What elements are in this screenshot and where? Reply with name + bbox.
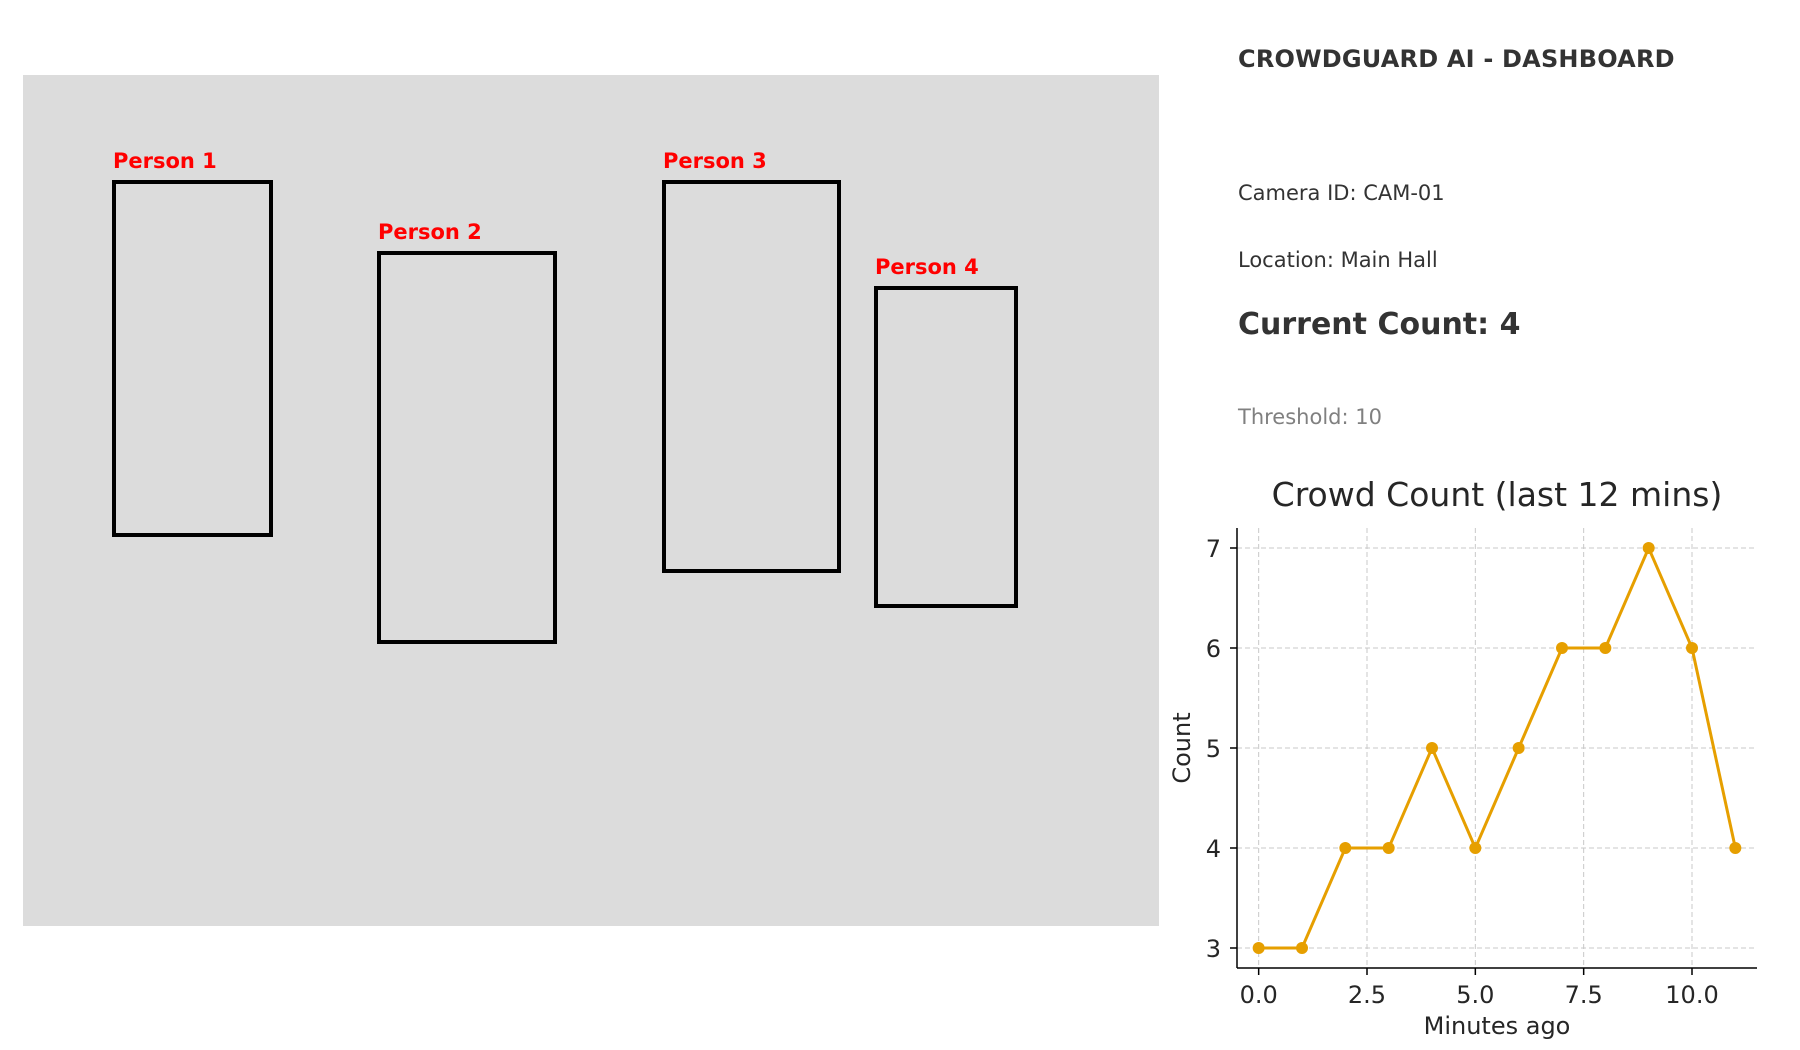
data-point [1339, 842, 1352, 854]
x-tick-label: 5.0 [1456, 981, 1494, 1009]
chart-title: Crowd Count (last 12 mins) [1272, 475, 1723, 514]
camera-feed: Person 1 Person 2 Person 3 Person 4 [23, 75, 1159, 926]
person-bounding-box [874, 286, 1018, 608]
data-point [1556, 642, 1568, 654]
x-tick-label: 7.5 [1565, 981, 1603, 1009]
data-point [1296, 942, 1308, 954]
person-bounding-box [377, 251, 557, 644]
data-point [1642, 542, 1655, 554]
y-tick-label: 7 [1206, 535, 1221, 563]
chart-grid [1237, 528, 1757, 968]
data-point [1382, 842, 1395, 854]
data-point [1512, 742, 1525, 754]
y-tick-label: 3 [1206, 935, 1221, 963]
y-tick-label: 5 [1206, 735, 1221, 763]
person-bounding-box [112, 180, 273, 537]
x-axis-label: Minutes ago [1424, 1012, 1571, 1040]
current-count-text: Current Count: 4 [1238, 307, 1521, 342]
chart-series [1252, 542, 1742, 954]
dashboard-title: CROWDGUARD AI - DASHBOARD [1238, 45, 1675, 73]
person-bounding-box [662, 180, 841, 573]
x-tick-label: 10.0 [1665, 981, 1718, 1009]
person-label: Person 4 [875, 255, 979, 279]
y-tick-label: 6 [1206, 635, 1221, 663]
location-text: Location: Main Hall [1238, 248, 1438, 272]
x-tick-label: 2.5 [1348, 981, 1386, 1009]
series-line [1258, 544, 1737, 950]
person-label: Person 2 [378, 220, 482, 244]
data-point [1469, 842, 1482, 854]
y-axis-label: Count [1168, 712, 1196, 783]
crowd-count-chart: 0.0 2.5 5.0 7.5 10.0 3 4 5 6 7 Crowd Count (last … [1168, 475, 1757, 1040]
x-tick-label: 0.0 [1240, 981, 1278, 1009]
data-point [1729, 842, 1742, 854]
data-point [1252, 942, 1265, 954]
camera-id-text: Camera ID: CAM-01 [1238, 181, 1445, 205]
person-label: Person 1 [113, 149, 217, 173]
data-point [1599, 642, 1612, 654]
data-point [1686, 642, 1698, 654]
y-tick-label: 4 [1206, 835, 1221, 863]
data-point [1426, 742, 1438, 754]
threshold-text: Threshold: 10 [1238, 405, 1382, 429]
chart-ticks: 0.0 2.5 5.0 7.5 10.0 3 4 5 6 7 [1206, 535, 1719, 1009]
person-label: Person 3 [663, 149, 767, 173]
